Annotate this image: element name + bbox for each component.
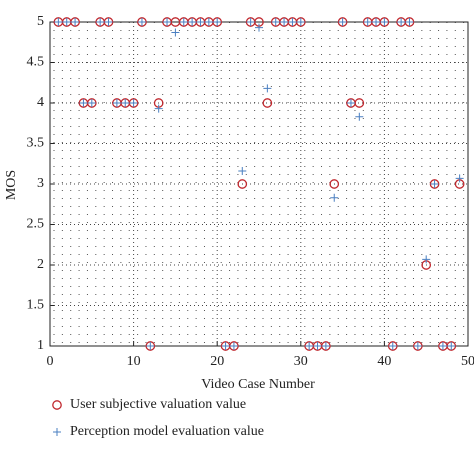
- legend-marker: [52, 400, 62, 410]
- y-tick-label: 3: [37, 176, 44, 191]
- user-point: [237, 179, 248, 189]
- model-point: [263, 84, 272, 93]
- x-tick-label: 40: [377, 354, 391, 369]
- user-point: [387, 341, 398, 351]
- model-point: [413, 342, 422, 350]
- y-tick-label: 1: [37, 338, 44, 353]
- x-tick-label: 30: [294, 354, 308, 369]
- y-tick-label: 1.5: [27, 298, 45, 313]
- user-point: [354, 98, 365, 108]
- user-point: [212, 17, 223, 27]
- model-point: [363, 18, 372, 26]
- model-point: [129, 99, 138, 107]
- model-point: [246, 18, 255, 26]
- x-tick-label: 20: [210, 354, 224, 369]
- model-point: [338, 18, 347, 26]
- model-point: [221, 342, 230, 350]
- user-point: [103, 17, 114, 27]
- user-point: [321, 341, 331, 351]
- user-point: [86, 98, 97, 108]
- model-point: [271, 18, 280, 26]
- model-point: [79, 99, 88, 107]
- model-point: [438, 342, 447, 350]
- model-point: [163, 18, 172, 26]
- user-point: [337, 17, 348, 27]
- model-point: [422, 255, 431, 264]
- model-point: [137, 18, 146, 26]
- user-point: [412, 341, 423, 351]
- model-point: [87, 99, 96, 107]
- user-point: [70, 17, 80, 27]
- x-tick-label: 0: [47, 354, 54, 369]
- y-tick-label: 5: [37, 14, 44, 29]
- model-point: [196, 18, 205, 26]
- y-tick-label: 2.5: [27, 217, 45, 232]
- model-point: [229, 342, 238, 350]
- x-tick-label: 10: [127, 354, 141, 369]
- model-point: [330, 193, 339, 202]
- model-point: [112, 99, 121, 107]
- y-tick-label: 4: [37, 95, 44, 110]
- model-point: [288, 18, 297, 26]
- y-axis-label: MOS: [4, 170, 19, 200]
- model-point: [405, 18, 414, 26]
- model-point: [71, 18, 80, 26]
- model-point: [296, 18, 305, 26]
- model-point: [179, 18, 188, 26]
- model-point: [154, 104, 163, 113]
- user-point: [429, 179, 440, 189]
- model-point: [54, 18, 63, 26]
- user-point: [145, 341, 156, 351]
- user-point: [404, 17, 415, 27]
- model-point: [346, 99, 355, 107]
- model-point: [62, 18, 71, 26]
- user-point: [137, 17, 147, 27]
- user-point: [329, 179, 340, 189]
- y-tick-label: 4.5: [27, 55, 45, 70]
- user-point: [229, 341, 239, 351]
- model-point: [146, 342, 155, 350]
- user-point: [446, 341, 457, 351]
- legend-marker: [53, 428, 61, 436]
- user-point: [379, 17, 390, 27]
- model-point: [397, 18, 406, 26]
- model-point: [171, 28, 180, 37]
- model-point: [313, 342, 322, 350]
- y-tick-label: 2: [37, 257, 44, 272]
- model-point: [188, 18, 197, 26]
- y-tick-label: 3.5: [27, 136, 45, 151]
- model-point: [321, 342, 330, 350]
- model-point: [380, 18, 389, 26]
- legend-label: Perception model evaluation value: [70, 424, 264, 439]
- model-point: [280, 18, 289, 26]
- model-point: [213, 18, 222, 26]
- user-point: [128, 98, 139, 108]
- model-point: [121, 99, 130, 107]
- model-point: [96, 18, 105, 26]
- model-point: [430, 180, 439, 188]
- model-point: [204, 18, 213, 26]
- x-tick-label: 50: [461, 354, 474, 369]
- model-point: [238, 167, 247, 176]
- user-point: [295, 17, 306, 27]
- model-point: [104, 18, 113, 26]
- legend-label: User subjective valuation value: [70, 397, 246, 412]
- model-point: [455, 174, 464, 183]
- model-point: [447, 342, 456, 350]
- model-point: [255, 23, 263, 32]
- model-point: [388, 342, 397, 350]
- model-point: [305, 342, 314, 350]
- x-axis-label: Video Case Number: [201, 377, 315, 392]
- user-point: [262, 98, 273, 108]
- model-point: [355, 112, 364, 121]
- model-point: [372, 18, 381, 26]
- plot-frame: [49, 21, 469, 347]
